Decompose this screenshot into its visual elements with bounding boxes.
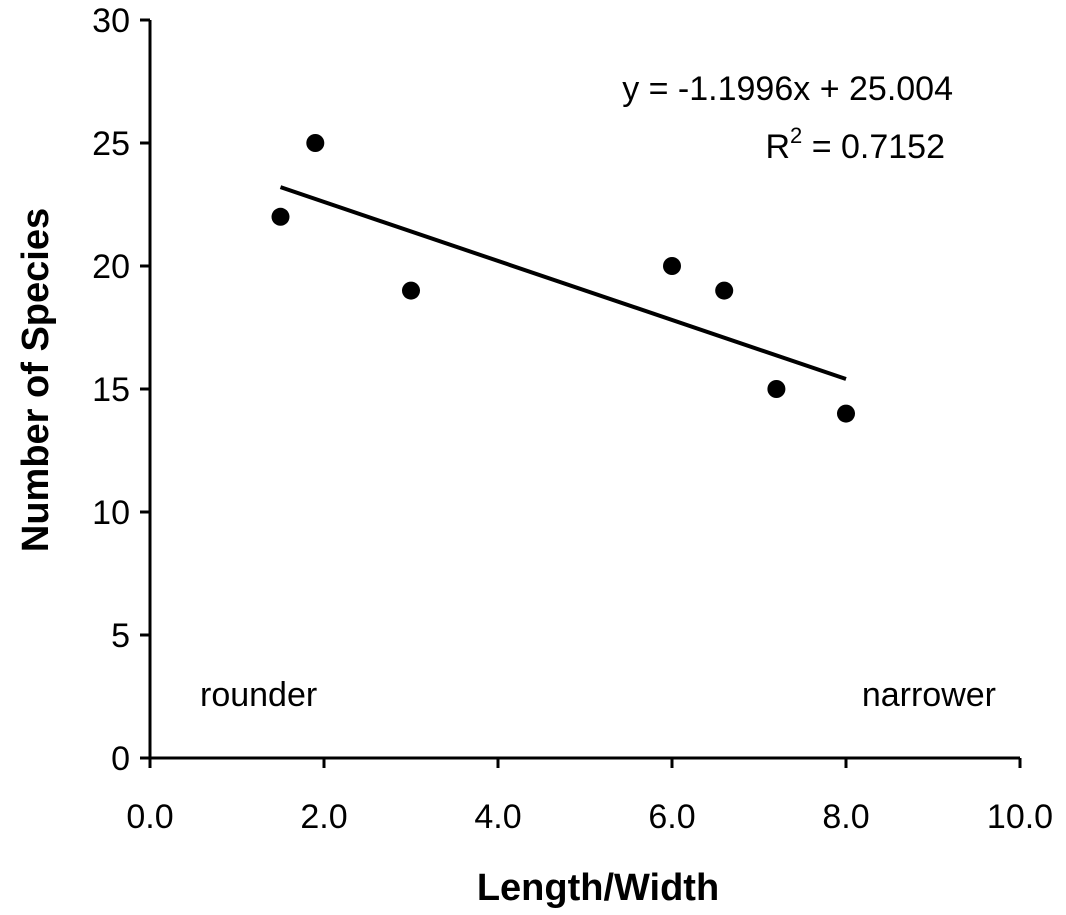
trendline-equation: y = -1.1996x + 25.004 xyxy=(622,70,953,108)
data-point xyxy=(715,281,734,300)
y-tick-label: 25 xyxy=(92,125,130,163)
annotation-rounder: rounder xyxy=(200,676,317,714)
data-point xyxy=(271,207,290,226)
ticks: 0 5 10 15 20 25 30 0.0 2.0 4.0 6.0 8.0 10.0 xyxy=(92,2,1053,836)
y-axis-title: Number of Species xyxy=(15,208,57,552)
x-tick-label: 6.0 xyxy=(648,798,695,836)
y-tick-label: 20 xyxy=(92,248,130,286)
data-point xyxy=(767,380,786,398)
r-squared-value: = 0.7152 xyxy=(802,128,945,166)
x-tick-label: 4.0 xyxy=(474,798,521,836)
r-squared-exponent: 2 xyxy=(790,123,802,148)
x-tick-label: 8.0 xyxy=(822,798,869,836)
y-tick-label: 0 xyxy=(111,740,130,778)
r-squared-prefix: R xyxy=(765,128,790,166)
x-axis-title: Length/Width xyxy=(477,867,719,909)
data-point xyxy=(402,281,420,300)
r-squared-label: R2 = 0.7152 xyxy=(765,123,945,166)
y-tick-label: 30 xyxy=(92,2,130,40)
data-points xyxy=(271,134,855,423)
annotation-narrower: narrower xyxy=(862,676,996,714)
trendline xyxy=(279,185,847,381)
y-tick-label: 10 xyxy=(92,494,130,532)
y-tick-label: 15 xyxy=(92,371,130,409)
x-tick-label: 0.0 xyxy=(126,798,173,836)
x-tick-label: 10.0 xyxy=(987,798,1053,836)
data-point xyxy=(837,404,855,423)
x-tick-label: 2.0 xyxy=(300,798,347,836)
data-point xyxy=(306,134,325,152)
y-tick-label: 5 xyxy=(111,617,130,655)
data-point xyxy=(663,257,681,275)
